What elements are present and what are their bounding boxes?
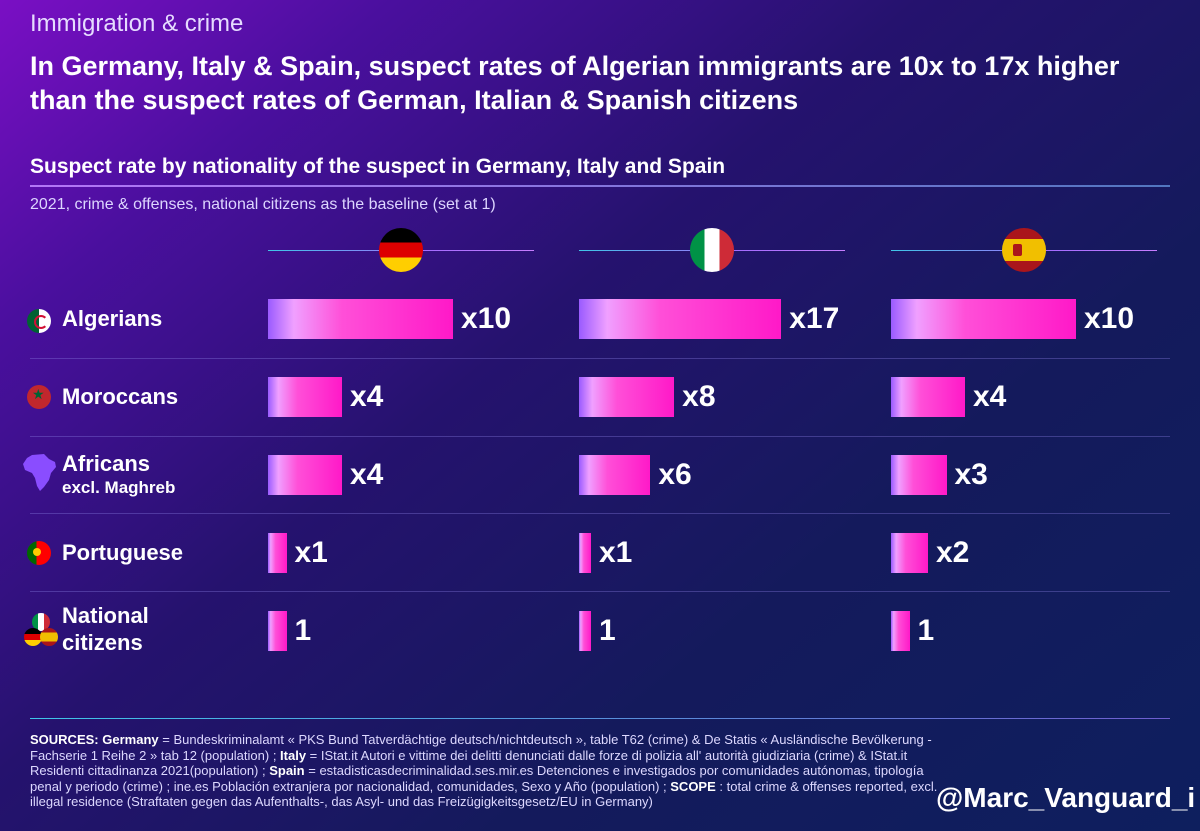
value-label-italy-row-1: x8 [682,380,716,413]
spain-mini-flag-icon [40,628,58,646]
author-handle: @Marc_Vanguard_i [936,782,1196,813]
bar-italy-row-4 [579,611,591,651]
row-label-text: Portuguese [62,540,184,565]
value-label-spain-row-3: x2 [936,536,970,569]
morocco-flag-icon [27,385,51,409]
row-label-text: Africans [62,451,151,476]
value-label-germany-row-4: 1 [294,614,312,647]
bar-italy-row-3 [579,533,591,573]
chart-subtitle: Suspect rate by nationality of the suspe… [30,155,726,178]
value-label-germany-row-1: x4 [350,380,384,413]
row-label-text: Algerians [62,306,163,331]
bar-germany-row-0 [268,299,453,339]
bar-germany-row-1 [268,377,342,417]
row-label-portuguese: Portuguese [62,540,183,566]
value-label-germany-row-2: x4 [350,458,384,491]
topic-label: Immigration & crime [30,10,244,37]
germany-source-label: Germany [102,732,159,747]
bar-germany-row-4 [268,611,287,651]
bar-italy-row-1 [579,377,675,417]
headline: In Germany, Italy & Spain, suspect rates… [30,51,1120,115]
row-divider [30,436,1170,437]
value-label-italy-row-4: 1 [599,614,616,647]
africa-map-icon [23,454,56,491]
row-label-text: Moroccans [62,384,179,409]
value-label-italy-row-3: x1 [599,536,633,569]
germany-flag-icon [379,228,423,272]
germany-mini-flag-icon [24,628,42,646]
bar-germany-row-2 [268,455,342,495]
chart-note: 2021, crime & offenses, national citizen… [30,196,496,213]
bar-italy-row-0 [579,299,782,339]
germany-source-text: = Bundeskriminalamt « PKS Bund Tatverdäc… [30,732,932,763]
scope-text: : total crime & offenses reported, excl.… [30,778,938,810]
spain-source-text: = estadisticasdecriminalidad.ses.mir.es … [30,763,924,794]
spain-flag-icon [1002,228,1046,272]
portugal-flag-icon [27,541,51,565]
sources-divider [30,718,1170,719]
bar-germany-row-3 [268,533,287,573]
subtitle-divider [30,185,1170,187]
sources-text: SOURCES: Germany = Bundeskriminalamt « P… [30,732,950,810]
algeria-flag-icon [27,309,51,333]
italy-source-text: = IStat.it Autori e vittime dei delitti … [30,747,908,779]
spain-source-label: Spain [269,763,305,779]
value-label-italy-row-0: x17 [789,302,840,335]
row-label-text: National [62,603,149,628]
bar-spain-row-2 [891,455,947,495]
value-label-spain-row-0: x10 [1084,302,1135,335]
value-label-spain-row-4: 1 [917,614,935,647]
value-label-spain-row-1: x4 [973,380,1007,413]
row-divider [30,358,1170,359]
value-label-spain-row-2: x3 [954,458,988,491]
bar-spain-row-1 [891,377,965,417]
row-label-africans: Africans excl. Maghreb [62,451,175,498]
italy-source-label: Italy [280,747,307,763]
bar-spain-row-3 [891,533,928,573]
row-divider [30,591,1170,592]
row-sublabel-text: excl. Maghreb [62,478,176,497]
row-divider [30,513,1170,514]
value-label-germany-row-0: x10 [461,302,512,335]
scope-label: SCOPE [670,778,716,794]
italy-mini-flag-icon [32,613,50,631]
row-label-moroccans: Moroccans [62,384,178,410]
value-label-italy-row-2: x6 [658,458,692,491]
bar-spain-row-0 [891,299,1076,339]
value-label-germany-row-3: x1 [294,536,328,569]
row-label-national-citizens: National citizens [62,603,149,656]
sources-label: SOURCES: [30,732,99,747]
row-sublabel-text: citizens [62,630,143,655]
italy-flag-icon [690,228,734,272]
row-label-algerians: Algerians [62,306,162,332]
bar-italy-row-2 [579,455,651,495]
bar-spain-row-4 [891,611,910,651]
